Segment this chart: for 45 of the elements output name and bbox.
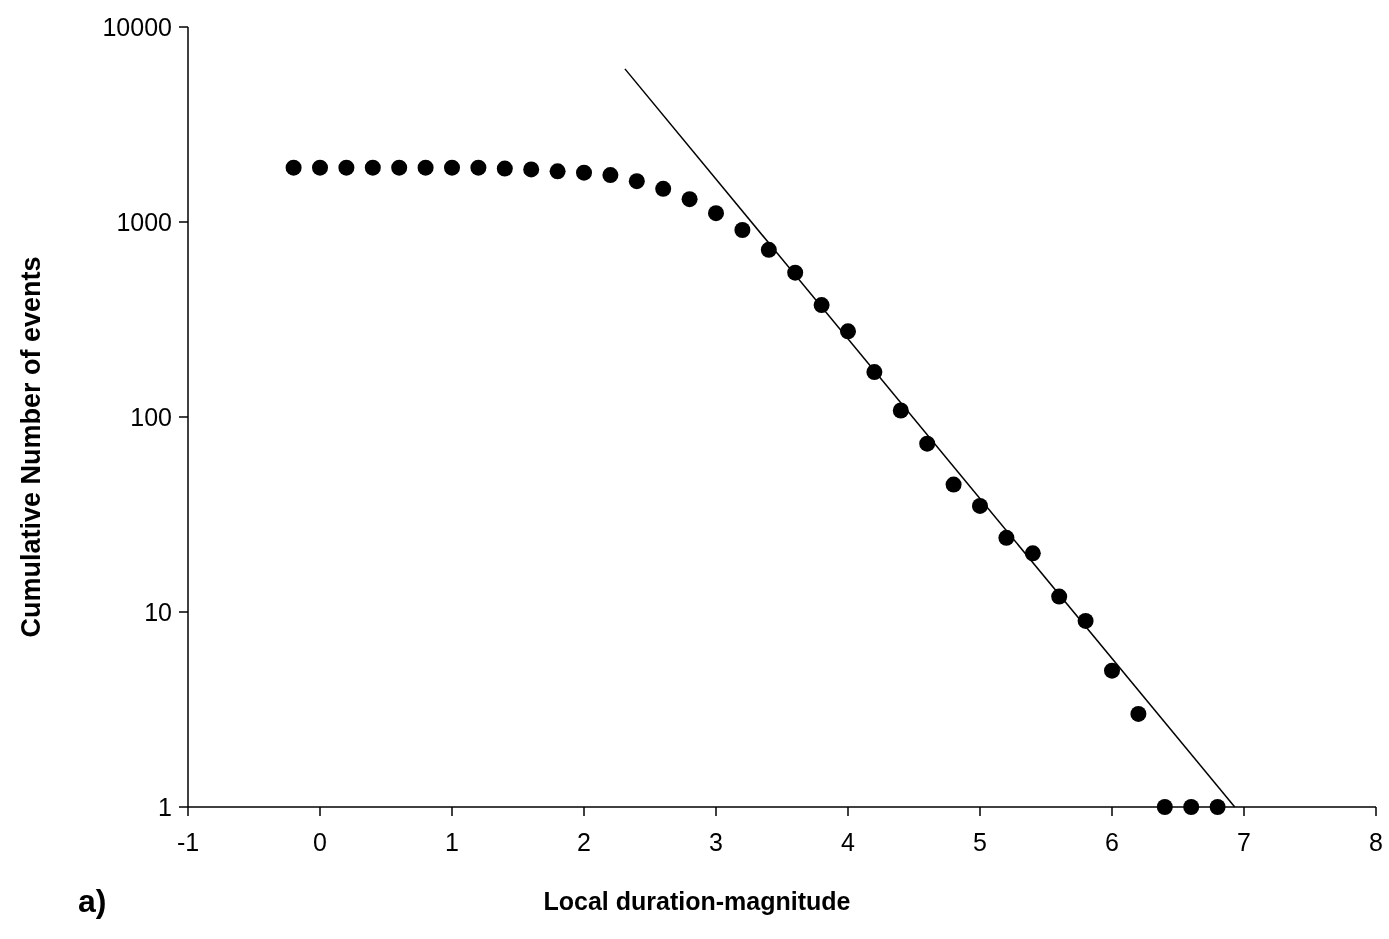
- point: [1104, 662, 1120, 679]
- x-axis-title: Local duration-magnitude: [543, 887, 851, 915]
- y-tick-label: 1: [158, 792, 172, 821]
- x-tick-label: 8: [1369, 828, 1383, 856]
- point: [734, 221, 751, 238]
- text: a): [78, 883, 107, 919]
- point: [549, 163, 566, 180]
- x-tick-label: 2: [577, 828, 591, 856]
- point: [470, 159, 487, 176]
- point: [919, 435, 936, 452]
- y-tick-label: 10000: [102, 12, 172, 41]
- x-tick-label: 5: [973, 828, 987, 856]
- x-tick-label: 1: [445, 828, 459, 856]
- y-tick-label: 100: [130, 402, 172, 431]
- x-tick-label: 7: [1237, 828, 1251, 856]
- point: [338, 159, 355, 176]
- point: [1024, 545, 1041, 562]
- point: [523, 161, 540, 178]
- point: [444, 159, 460, 176]
- point: [285, 159, 302, 176]
- point: [628, 173, 645, 190]
- point: [602, 167, 619, 184]
- point: [681, 191, 698, 208]
- x-tick-label: -1: [176, 828, 200, 856]
- y-tick-label: 10: [144, 597, 172, 626]
- point: [945, 476, 962, 493]
- point: [1156, 799, 1173, 815]
- x-tick-label: 0: [313, 828, 327, 856]
- point: [1183, 799, 1200, 815]
- point: [708, 205, 724, 222]
- point: [655, 180, 672, 197]
- x-tick-label: 6: [1105, 828, 1119, 856]
- x-tick-label: 3: [709, 828, 723, 856]
- point: [417, 159, 434, 176]
- point: [496, 160, 513, 177]
- y-tick-label: 1000: [116, 207, 172, 236]
- point: [576, 164, 592, 181]
- y-axis-title: Cumulative Number of events: [16, 256, 46, 638]
- point: [1130, 705, 1147, 722]
- x-tick-label: 4: [841, 828, 856, 856]
- point: [1209, 799, 1226, 815]
- point: [312, 159, 328, 176]
- point: [391, 159, 408, 176]
- point: [972, 497, 988, 514]
- point: [364, 159, 381, 176]
